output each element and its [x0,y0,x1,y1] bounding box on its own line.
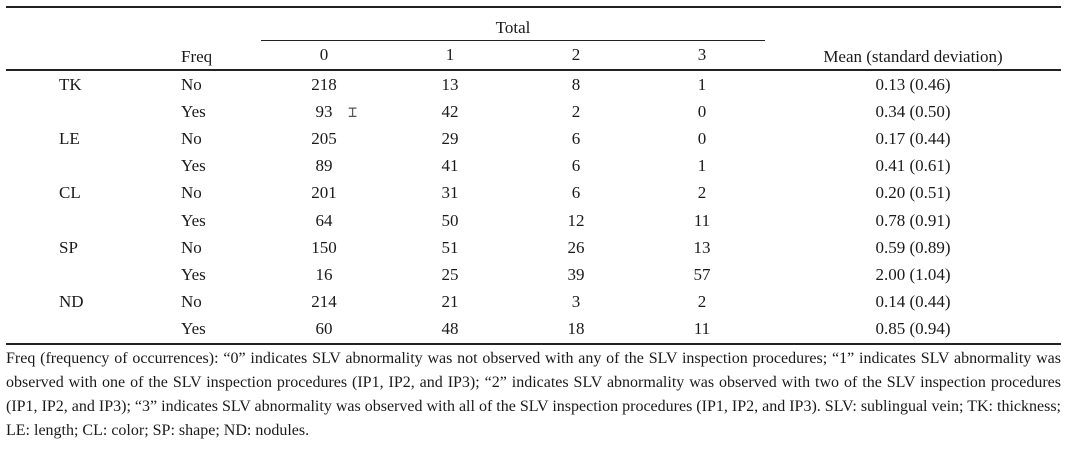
freq-cell: Yes [181,264,206,284]
count-cell: 1 [697,156,707,176]
mean-sd-header: Mean (standard deviation) [765,7,1062,71]
variable-cell [6,98,181,125]
count-cell: 48 [387,315,513,345]
count-cell: 39 [567,264,585,284]
count-cell: 18 [513,315,639,345]
freq-cell: No [181,183,202,203]
table-body: TK No 218 13 8 1 0.13 (0.46) Yes 93 42 2… [6,70,1062,345]
mean-sd-cell: 0.41 (0.61) [875,156,951,176]
mean-sd-cell: 0.14 (0.44) [875,292,951,312]
mean-sd-cell: 0.13 (0.46) [875,74,951,94]
count-cell: 8 [571,74,581,94]
count-cell: 89 [315,156,333,176]
count-cell: 60 [261,315,387,345]
variable-cell: TK [59,74,82,94]
level-header-2: 2 [513,40,639,71]
freq-cell: No [181,237,202,257]
level-header-3: 3 [639,40,766,71]
data-table: Freq Total Mean (standard deviation) 0 1… [6,6,1062,345]
count-cell: 12 [567,210,585,230]
variable-cell: CL [59,183,81,203]
variable-cell: LE [59,128,80,148]
table-row: ND No 214 21 3 2 0.14 (0.44) [6,289,1061,316]
count-cell: 6 [571,156,581,176]
variable-cell [6,261,181,288]
mean-sd-cell: 2.00 (1.04) [875,264,951,284]
level-header-0: 0 [261,40,387,71]
variable-cell [6,315,181,345]
freq-cell: No [181,128,202,148]
text-cursor-icon: ⌶ [348,103,358,121]
variable-cell: ND [59,292,84,312]
freq-cell: No [181,74,202,94]
variable-cell [6,207,181,234]
count-cell: 2 [697,292,707,312]
table-footnote: Freq (frequency of occurrences): “0” ind… [6,350,1061,439]
freq-header: Freq [181,7,261,71]
count-cell: 42 [441,101,459,121]
table-row: Yes 16 25 39 57 2.00 (1.04) [6,261,1061,288]
table-row: Yes 93 42 2 0 0.34 (0.50) [6,98,1061,125]
total-header: Total [261,7,766,41]
count-cell: 3 [571,292,581,312]
count-cell: 13 [693,237,711,257]
table-row: CL No 201 31 6 2 0.20 (0.51) [6,180,1061,207]
count-cell: 11 [693,210,711,230]
count-cell: 93 [315,101,333,121]
mean-sd-cell: 0.20 (0.51) [875,183,951,203]
table-row: Yes 60 48 18 11 0.85 (0.94) [6,315,1062,345]
count-cell: 0 [697,101,707,121]
count-cell: 214 [311,292,337,312]
count-cell: 26 [567,237,585,257]
count-cell: 29 [441,128,459,148]
freq-cell: Yes [181,210,206,230]
mean-sd-cell: 0.85 (0.94) [765,315,1062,345]
variable-header-spacer [6,40,181,71]
count-cell: 51 [441,237,459,257]
freq-cell: Yes [181,101,206,121]
count-cell: 25 [441,264,459,284]
count-cell: 64 [315,210,333,230]
count-cell: 2 [697,183,707,203]
freq-cell: No [181,292,202,312]
count-cell: 16 [315,264,333,284]
count-cell: 50 [441,210,459,230]
count-cell: 205 [311,128,337,148]
table-row: Yes 64 50 12 11 0.78 (0.91) [6,207,1061,234]
variable-cell [6,153,181,180]
table-row: Yes 89 41 6 1 0.41 (0.61) [6,153,1061,180]
mean-sd-cell: 0.59 (0.89) [875,237,951,257]
mean-sd-cell: 0.17 (0.44) [875,128,951,148]
freq-cell: Yes [181,315,261,345]
count-cell: 6 [571,128,581,148]
count-cell: 31 [441,183,459,203]
mean-sd-cell: 0.34 (0.50) [875,101,951,121]
count-cell: 41 [441,156,459,176]
table-row: TK No 218 13 8 1 0.13 (0.46) [6,70,1061,98]
variable-cell: SP [59,237,78,257]
table-row: LE No 205 29 6 0 0.17 (0.44) [6,125,1061,152]
count-cell: 13 [441,74,459,94]
count-cell: 150 [311,237,337,257]
mean-sd-cell: 0.78 (0.91) [875,210,951,230]
count-cell: 57 [693,264,711,284]
count-cell: 11 [639,315,766,345]
data-table-container: Freq Total Mean (standard deviation) 0 1… [6,6,1062,345]
count-cell: 2 [571,101,581,121]
variable-header [6,7,181,41]
count-cell: 21 [441,292,459,312]
count-cell: 6 [571,183,581,203]
freq-cell: Yes [181,156,206,176]
count-cell: 218 [311,74,337,94]
count-cell: 201 [311,183,337,203]
count-cell: 0 [697,128,707,148]
level-header-1: 1 [387,40,513,71]
count-cell: 1 [697,74,707,94]
table-row: SP No 150 51 26 13 0.59 (0.89) [6,234,1061,261]
